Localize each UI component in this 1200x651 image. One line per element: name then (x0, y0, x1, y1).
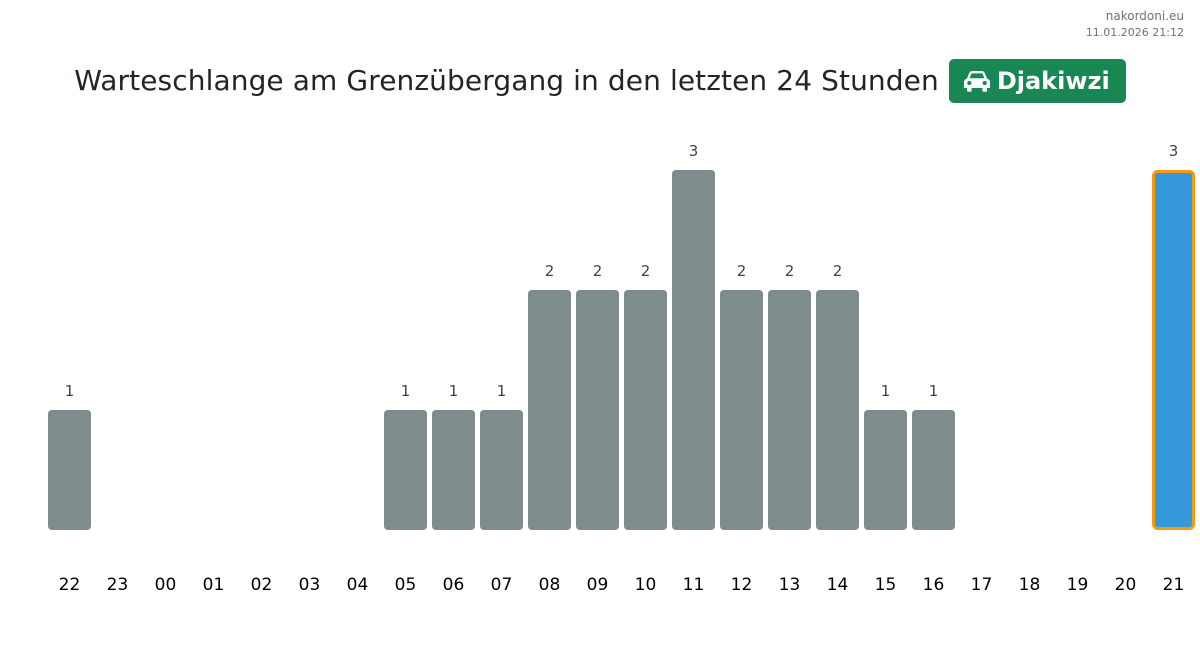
x-tick-19: 19 (1067, 575, 1089, 595)
value-label-11: 3 (689, 142, 699, 160)
bar-15 (864, 410, 907, 530)
x-tick-05: 05 (395, 575, 417, 595)
x-tick-01: 01 (203, 575, 225, 595)
bar-06 (432, 410, 475, 530)
x-tick-07: 07 (491, 575, 513, 595)
bar-09 (576, 290, 619, 530)
bar-16 (912, 410, 955, 530)
chart-header: Warteschlange am Grenzübergang in den le… (0, 58, 1200, 103)
bar-22 (48, 410, 91, 530)
x-tick-15: 15 (875, 575, 897, 595)
value-label-12: 2 (737, 262, 747, 280)
value-label-14: 2 (833, 262, 843, 280)
x-tick-17: 17 (971, 575, 993, 595)
site-timestamp: 11.01.2026 21:12 (1085, 26, 1184, 39)
site-domain: nakordoni.eu (1105, 9, 1184, 23)
x-tick-16: 16 (923, 575, 945, 595)
chart-title: Warteschlange am Grenzübergang in den le… (74, 64, 939, 97)
x-tick-12: 12 (731, 575, 753, 595)
value-label-08: 2 (545, 262, 555, 280)
value-label-13: 2 (785, 262, 795, 280)
x-tick-11: 11 (683, 575, 705, 595)
value-label-05: 1 (401, 382, 411, 400)
x-tick-06: 06 (443, 575, 465, 595)
value-label-15: 1 (881, 382, 891, 400)
x-tick-00: 00 (155, 575, 177, 595)
x-tick-21: 21 (1163, 575, 1185, 595)
bar-14 (816, 290, 859, 530)
bar-11 (672, 170, 715, 530)
value-label-21: 3 (1169, 142, 1179, 160)
x-tick-10: 10 (635, 575, 657, 595)
value-label-10: 2 (641, 262, 651, 280)
x-tick-23: 23 (107, 575, 129, 595)
value-label-09: 2 (593, 262, 603, 280)
car-icon (963, 70, 990, 92)
bar-08 (528, 290, 571, 530)
x-tick-13: 13 (779, 575, 801, 595)
x-tick-02: 02 (251, 575, 273, 595)
x-tick-14: 14 (827, 575, 849, 595)
bar-07 (480, 410, 523, 530)
x-tick-09: 09 (587, 575, 609, 595)
bar-12 (720, 290, 763, 530)
bar-10 (624, 290, 667, 530)
value-label-06: 1 (449, 382, 459, 400)
x-tick-04: 04 (347, 575, 369, 595)
x-tick-20: 20 (1115, 575, 1137, 595)
bar-21 (1152, 170, 1195, 530)
bar-13 (768, 290, 811, 530)
x-tick-03: 03 (299, 575, 321, 595)
value-label-07: 1 (497, 382, 507, 400)
x-tick-18: 18 (1019, 575, 1041, 595)
border-crossing-badge: Djakiwzi (948, 58, 1126, 103)
value-label-16: 1 (929, 382, 939, 400)
badge-label: Djakiwzi (996, 66, 1110, 95)
value-label-22: 1 (65, 382, 75, 400)
x-tick-08: 08 (539, 575, 561, 595)
bar-05 (384, 410, 427, 530)
x-tick-22: 22 (59, 575, 81, 595)
site-info: nakordoni.eu 11.01.2026 21:12 (1086, 8, 1184, 41)
